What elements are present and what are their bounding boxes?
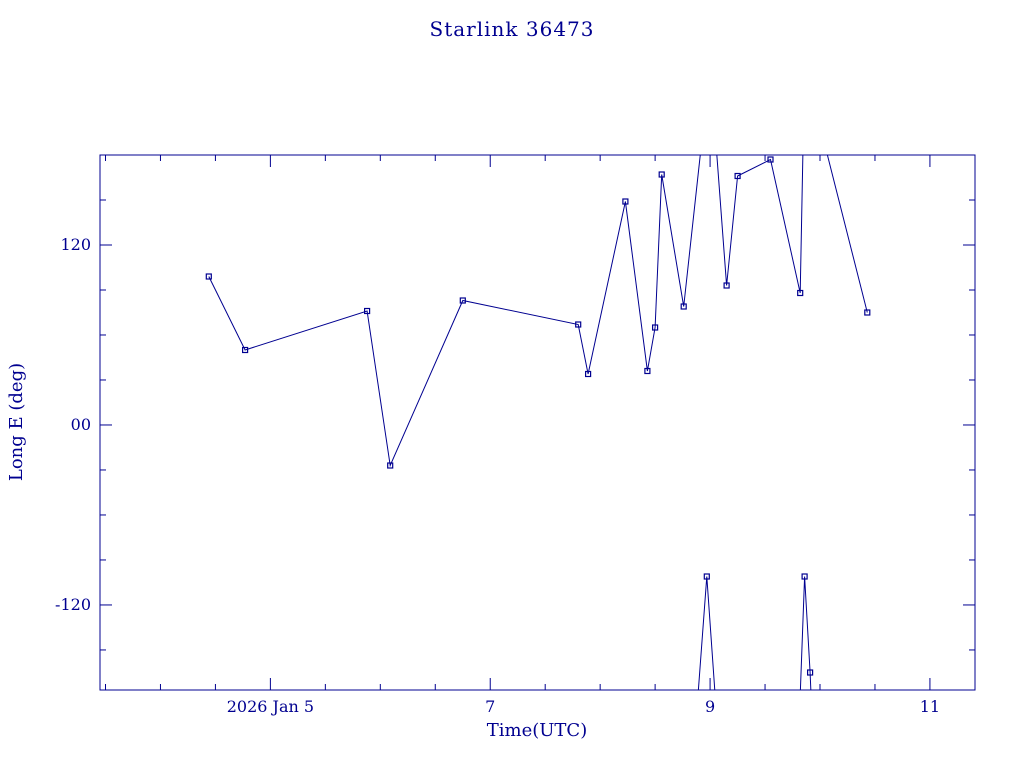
y-tick-label: 00	[71, 415, 91, 434]
data-point-marker	[864, 309, 871, 316]
data-point-marker	[644, 367, 651, 375]
data-point-marker	[806, 669, 814, 676]
data-point-marker	[584, 370, 592, 378]
data-point-marker	[703, 573, 710, 580]
data-point-marker	[658, 171, 665, 178]
plot-frame	[99, 154, 976, 691]
series-line-wrap-spike-1	[697, 576, 716, 690]
data-point-marker	[459, 297, 466, 304]
series-line-wrap-spike-2	[799, 576, 812, 690]
data-point-marker	[797, 289, 804, 297]
y-tick-label: 120	[60, 235, 91, 254]
data-point-marker	[801, 573, 808, 580]
data-point-marker	[364, 307, 371, 315]
chart-title: Starlink 36473	[430, 17, 595, 41]
x-axis-label: Time(UTC)	[487, 720, 587, 741]
x-tick-label: 9	[705, 697, 715, 716]
data-point-marker	[205, 273, 212, 280]
y-axis-label: Long E (deg)	[6, 363, 27, 481]
plot-area: 2026 Jan 5 7 9 11 120 00 -120	[55, 154, 976, 716]
y-tick-label: -120	[55, 595, 91, 614]
data-point-marker	[651, 324, 659, 331]
data-point-marker	[387, 462, 394, 469]
data-point-marker	[767, 156, 774, 163]
x-tick-label: 11	[920, 697, 940, 716]
data-point-marker	[723, 282, 730, 289]
data-point-marker	[575, 321, 582, 328]
data-point-marker	[622, 198, 629, 205]
x-tick-label: 7	[485, 697, 495, 716]
data-point-marker	[680, 303, 687, 310]
data-layer	[205, 155, 871, 690]
x-tick-label: 2026 Jan 5	[227, 697, 314, 716]
series-line-longitude-track	[208, 155, 868, 468]
data-point-marker	[734, 172, 741, 180]
data-point-marker	[242, 346, 249, 354]
